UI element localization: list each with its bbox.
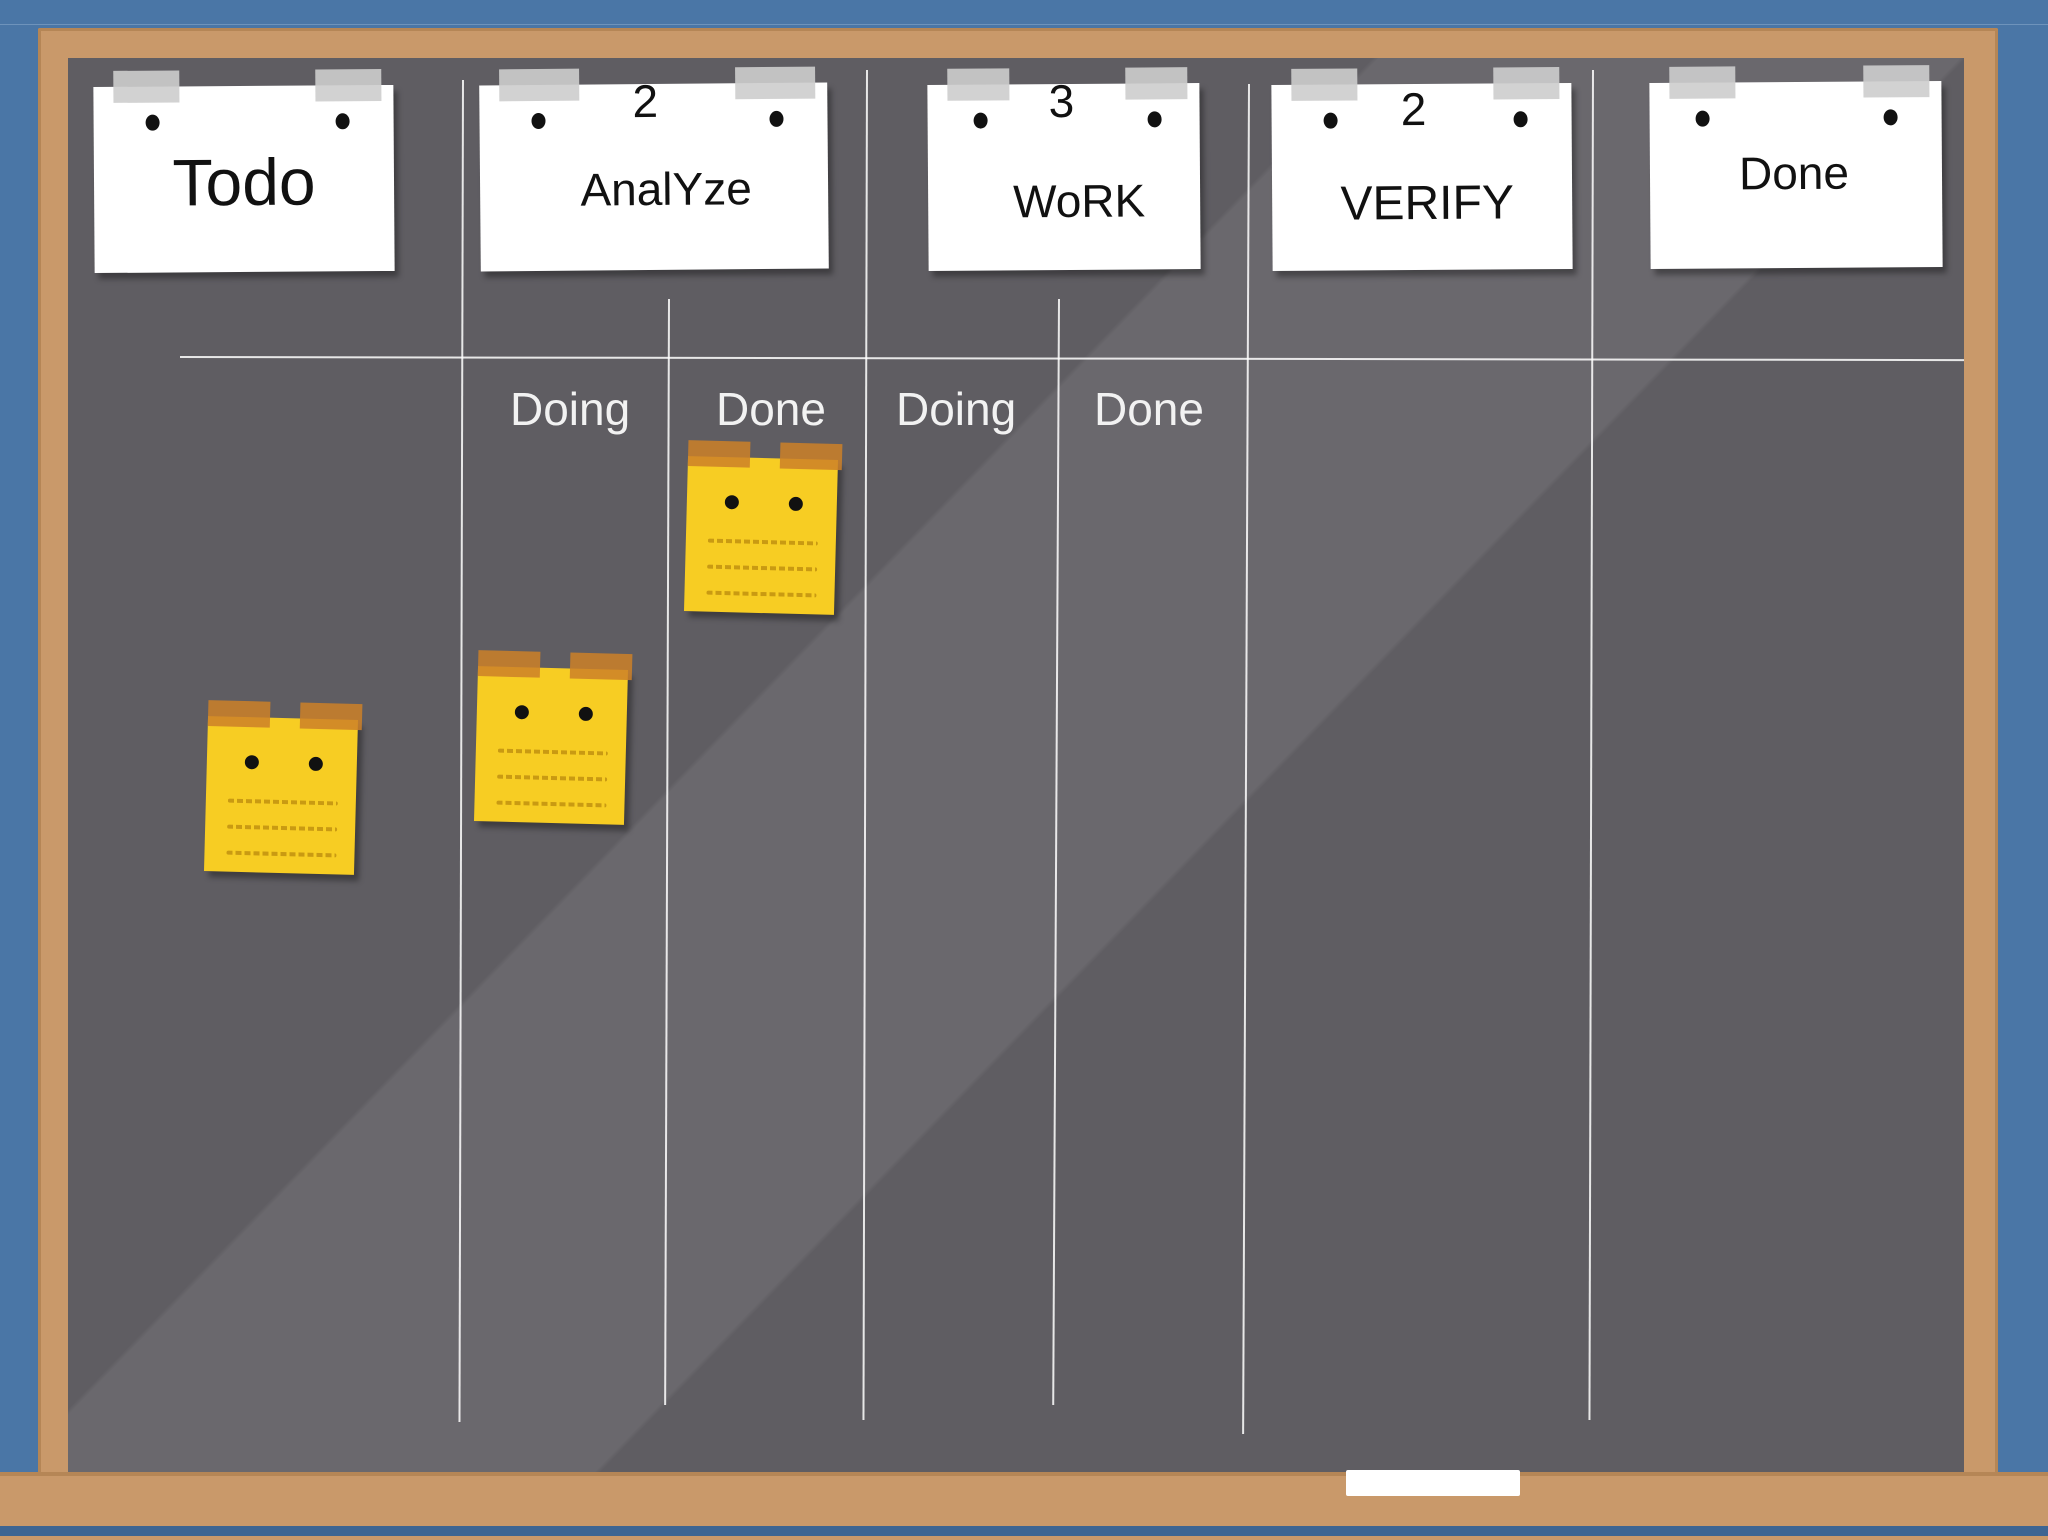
sticky-note-analyze-doing[interactable] xyxy=(473,650,633,825)
pin-hole xyxy=(308,756,324,772)
column-card-analyze: 2 AnalYze xyxy=(479,66,829,272)
wip-limit: 3 xyxy=(1048,74,1075,128)
subcolumn-label-work-done: Done xyxy=(1094,383,1204,435)
note-tape xyxy=(569,652,633,681)
wall-bottom xyxy=(0,1526,2048,1536)
note-tape xyxy=(687,440,751,468)
subcolumn-label-analyze-done: Done xyxy=(716,383,826,435)
column-title: VERIFY xyxy=(1340,176,1515,231)
column-divider-verify-done xyxy=(1588,69,1594,1420)
chalkboard: Todo 2 AnalYze 3 WoRK 2 VERIFY Done Doin… xyxy=(68,58,1964,1472)
pin-hole xyxy=(244,755,260,770)
tape xyxy=(113,70,180,103)
column-divider-analyze-work xyxy=(862,69,868,1420)
column-title: Done xyxy=(1738,146,1850,200)
eraser[interactable] xyxy=(1346,1470,1520,1496)
pin-hole xyxy=(1695,110,1710,127)
wip-limit: 2 xyxy=(632,74,659,128)
subcolumn-label-work-doing: Doing xyxy=(896,383,1017,435)
note-scribble xyxy=(226,850,337,858)
pin-hole xyxy=(788,496,804,512)
wip-limit: 2 xyxy=(1400,82,1427,136)
subcolumn-label-analyze-doing: Doing xyxy=(510,383,631,435)
wall-stripe xyxy=(0,24,2048,25)
tape xyxy=(315,69,382,102)
note-scribble xyxy=(227,798,338,806)
note-tape xyxy=(207,700,271,728)
sticky-note-analyze-done[interactable] xyxy=(683,440,843,615)
header-divider-line xyxy=(179,356,1964,362)
tape xyxy=(1863,65,1930,98)
pin-hole xyxy=(578,706,594,722)
note-scribble xyxy=(707,538,818,546)
column-title: Todo xyxy=(172,144,316,220)
note-scribble xyxy=(227,824,338,832)
note-tape xyxy=(299,702,363,731)
column-card-work: 3 WoRK xyxy=(927,67,1201,271)
note-tape xyxy=(779,442,843,471)
pin-hole xyxy=(724,495,740,510)
note-scribble xyxy=(497,748,608,756)
column-divider-todo-analyze xyxy=(458,79,464,1422)
column-title: WoRK xyxy=(1012,174,1146,228)
pin-hole xyxy=(145,114,160,131)
note-scribble xyxy=(497,774,608,782)
note-scribble xyxy=(707,564,818,572)
pin-hole xyxy=(514,705,530,720)
column-card-done: Done xyxy=(1649,65,1943,270)
column-card-todo: Todo xyxy=(93,69,395,274)
note-scribble xyxy=(496,800,607,808)
pin-hole xyxy=(335,113,350,130)
note-tape xyxy=(477,650,541,678)
note-scribble xyxy=(706,590,817,598)
subcolumn-divider-analyze xyxy=(664,298,670,1405)
sticky-note-todo[interactable] xyxy=(203,700,363,875)
column-divider-work-verify xyxy=(1242,83,1250,1434)
subcolumn-divider-work xyxy=(1052,298,1060,1405)
tape xyxy=(1669,66,1736,99)
pin-hole xyxy=(1883,109,1898,126)
column-card-verify: 2 VERIFY xyxy=(1271,67,1573,272)
column-title: AnalYze xyxy=(580,162,752,216)
